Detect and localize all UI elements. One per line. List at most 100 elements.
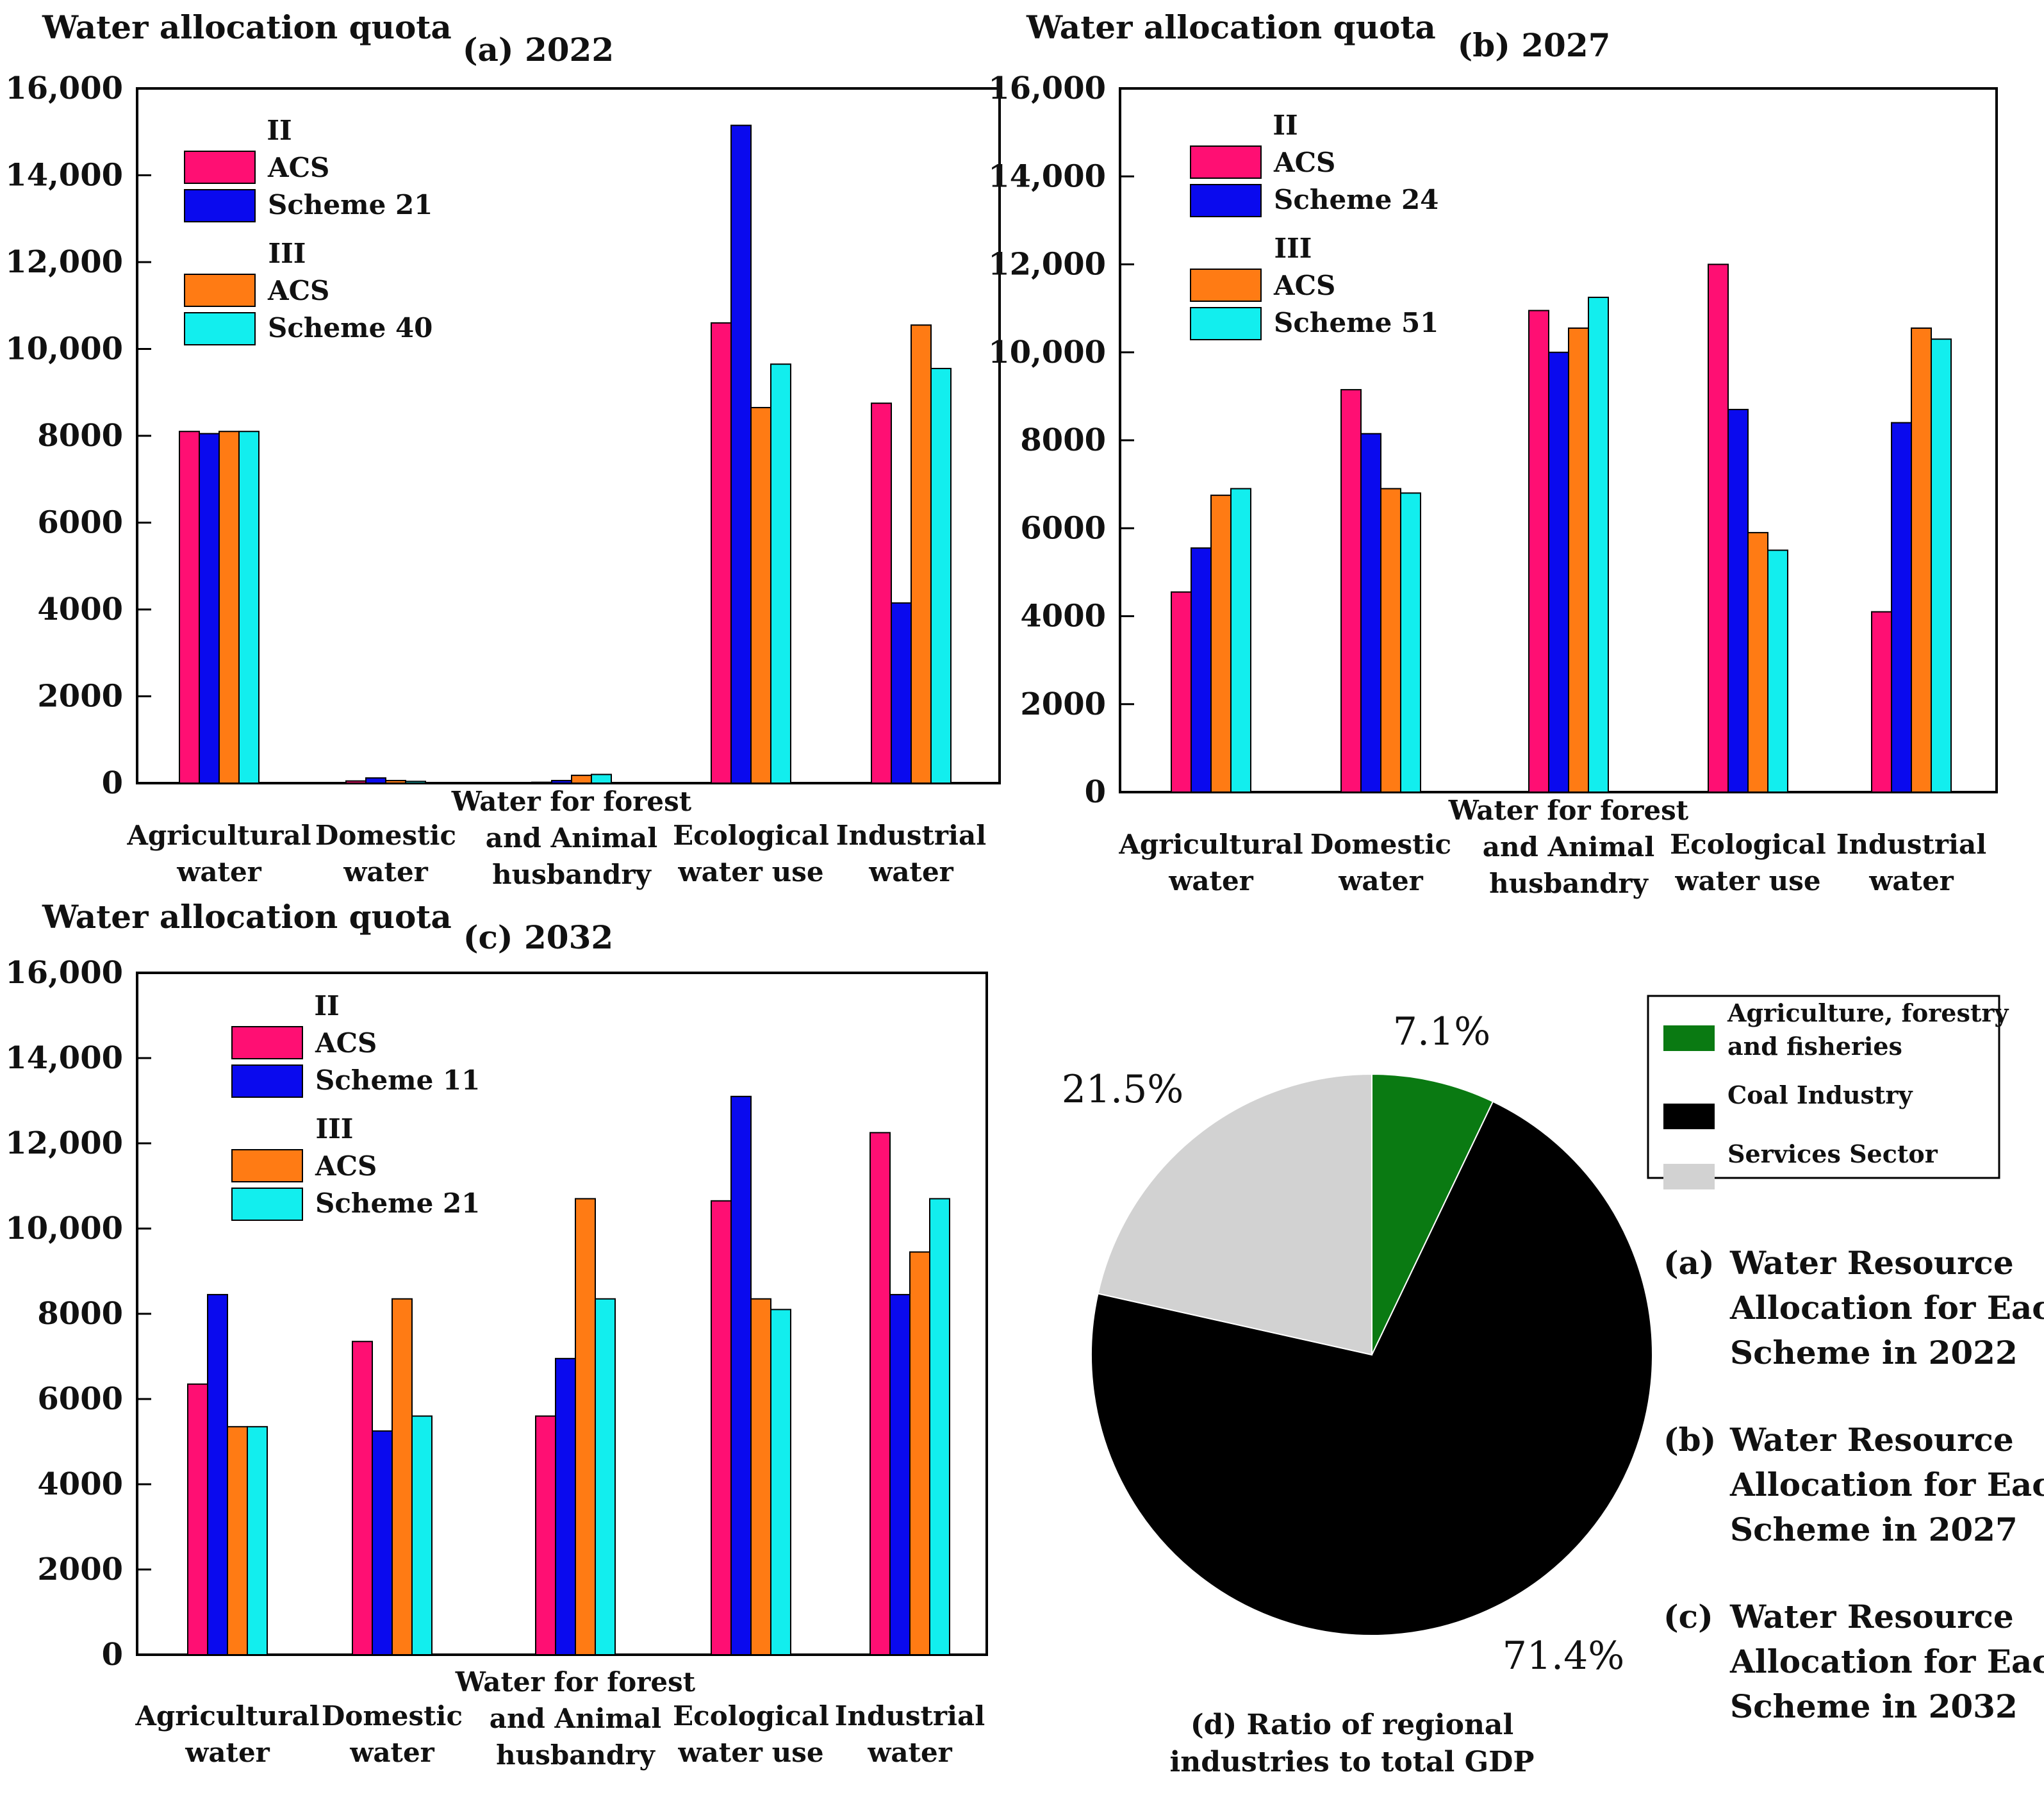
panel-title: (c) 2032 [463, 918, 613, 956]
caption-line: Allocation for Each [1729, 1289, 2044, 1327]
panel-a-2022-bar-chart: Water allocation quota (a) 2022 0 2000 4000 6… [5, 8, 1001, 890]
x-category-label: Agricultural [1118, 829, 1303, 860]
bar-ii-acs [870, 1132, 891, 1655]
bar-iii-acs [385, 779, 406, 784]
bar-ii-acs [1171, 591, 1192, 793]
x-category-label: Water for forest [455, 1666, 696, 1698]
y-tick-label: 4000 [1020, 599, 1106, 634]
x-category-label: and Animal [1483, 831, 1654, 863]
legend-entry: ACS [315, 1027, 377, 1059]
bar-ii-acs [345, 780, 367, 784]
x-category-label: water [867, 1737, 952, 1768]
caption-marker: (a) [1663, 1244, 1715, 1282]
x-category-label: water [1168, 865, 1253, 897]
pie-percent-label: 71.4% [1503, 1634, 1625, 1678]
bar-iii-scheme-51 [1400, 492, 1421, 793]
y-tick-label: 16,000 [988, 70, 1106, 106]
bar-ii-scheme-24 [1191, 547, 1212, 793]
x-category-label: water use [677, 1737, 823, 1768]
bar-iii-scheme-51 [1767, 549, 1788, 793]
x-category-label: Ecological [673, 820, 829, 851]
legend-swatch [184, 189, 256, 222]
x-category-label: Water for forest [451, 786, 692, 817]
x-category-label: husbandry [496, 1739, 655, 1771]
bar-iii-scheme-40 [770, 363, 791, 784]
legend-entry: Scheme 40 [268, 312, 433, 344]
y-tick-label: 0 [102, 1637, 123, 1673]
bar-ii-scheme-24 [1891, 422, 1912, 793]
bar-iii-acs [391, 1298, 413, 1655]
bar-ii-acs [871, 402, 892, 784]
legend-entry: ACS [315, 1150, 377, 1182]
x-category-label: water [185, 1737, 270, 1768]
pie-title: (d) Ratio of regional [1191, 1709, 1513, 1741]
legend-entry: Scheme 51 [1274, 307, 1438, 338]
bar-iii-acs [750, 1298, 771, 1655]
bar-ii-acs [1340, 389, 1362, 793]
x-category-label: Ecological [673, 1700, 829, 1732]
legend-swatch [231, 1188, 303, 1221]
y-tick-label: 8000 [1020, 422, 1106, 458]
x-category-label: Industrial [836, 820, 986, 851]
y-tick-label: 10,000 [988, 335, 1106, 370]
bar-iii-acs [575, 1198, 596, 1655]
x-category-label: Industrial [835, 1700, 985, 1732]
x-category-label: Domestic [315, 820, 456, 851]
y-tick-label: 6000 [1020, 510, 1106, 546]
x-category-label: husbandry [1489, 868, 1649, 899]
bar-ii-scheme-11 [730, 1095, 752, 1655]
bar-iii-acs [1568, 327, 1589, 793]
pie-legend-swatch [1663, 1104, 1715, 1129]
pie-slice-agriculture-forestry-and-fisheries [1371, 1073, 1494, 1355]
y-tick-label: 8000 [37, 418, 123, 454]
panel-c-2032-bar-chart: Water allocation quota (c) 2032 0 2000 4000 6… [5, 898, 988, 1771]
legend-swatch [184, 274, 256, 307]
x-category-label: water [1868, 865, 1954, 897]
bar-iii-acs [909, 1251, 930, 1655]
bar-ii-scheme-21 [551, 779, 572, 784]
bar-ii-acs [711, 322, 732, 784]
bar-iii-scheme-21 [929, 1198, 950, 1655]
bar-ii-scheme-24 [1548, 351, 1569, 793]
bar-ii-acs [1708, 263, 1729, 793]
caption-line: Water Resource [1729, 1421, 2014, 1459]
y-tick-label: 12,000 [5, 244, 123, 280]
legend-swatch [231, 1149, 303, 1182]
bar-iii-acs [911, 324, 932, 784]
y-tick-label: 12,000 [5, 1125, 123, 1161]
pie-slice-coal-industry [1091, 1100, 1653, 1636]
legend-group-label: III [1274, 233, 1312, 264]
legend-swatch [1190, 145, 1262, 179]
bar-ii-scheme-21 [199, 433, 220, 784]
y-tick-label: 0 [102, 765, 123, 801]
panel-d-gdp-pie-chart: 7.1% 71.4% 21.5% Agriculture, forestry and f… [1062, 995, 2009, 1778]
plot-frame [136, 87, 1001, 784]
legend-entry: Scheme 24 [1274, 184, 1438, 215]
x-category-label: water use [1674, 865, 1820, 897]
caption-line: Scheme in 2027 [1730, 1511, 2018, 1548]
pie-legend-entry: Coal Industry [1727, 1081, 1913, 1109]
y-tick-label: 6000 [37, 505, 123, 541]
y-tick-label: 14,000 [5, 158, 123, 194]
x-category-label: and Animal [486, 822, 657, 854]
caption-line: Allocation for Each [1729, 1643, 2044, 1680]
pie-title: industries to total GDP [1170, 1746, 1535, 1778]
x-category-label: and Animal [490, 1703, 661, 1734]
legend-entry: ACS [1273, 270, 1335, 301]
legend-swatch [184, 312, 256, 345]
bar-iii-scheme-21 [595, 1298, 616, 1655]
bar-iii-scheme-40 [405, 781, 426, 784]
bar-iii-acs [750, 406, 771, 784]
pie-percent-label: 21.5% [1062, 1067, 1184, 1112]
legend-swatch [231, 1064, 303, 1098]
caption-line: Water Resource [1729, 1244, 2014, 1282]
bar-iii-scheme-51 [1588, 296, 1609, 793]
y-tick-label: 14,000 [988, 158, 1106, 194]
y-tick-label: 16,000 [5, 955, 123, 991]
caption-marker: (c) [1663, 1598, 1713, 1636]
legend-group-label: III [316, 1113, 354, 1145]
x-category-label: Domestic [1310, 829, 1451, 860]
bar-iii-scheme-21 [247, 1426, 268, 1656]
y-tick-label: 8000 [37, 1296, 123, 1332]
